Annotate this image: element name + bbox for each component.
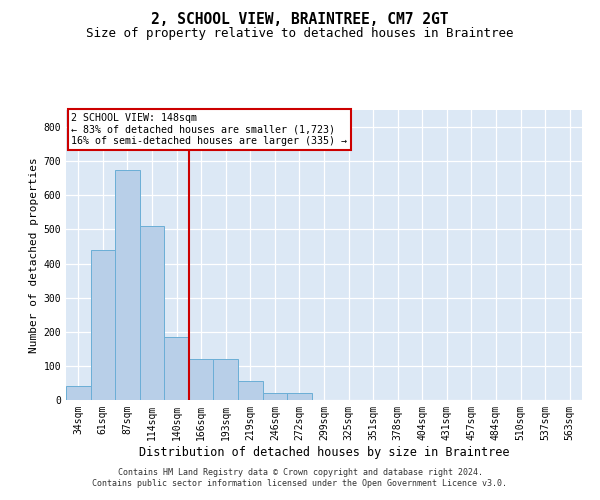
Bar [66,386,91,400]
Bar [263,393,287,400]
Text: 2 SCHOOL VIEW: 148sqm
← 83% of detached houses are smaller (1,723)
16% of semi-d: 2 SCHOOL VIEW: 148sqm ← 83% of detached … [71,113,347,146]
Bar [287,393,312,400]
Text: 2, SCHOOL VIEW, BRAINTREE, CM7 2GT: 2, SCHOOL VIEW, BRAINTREE, CM7 2GT [151,12,449,28]
X-axis label: Distribution of detached houses by size in Braintree: Distribution of detached houses by size … [139,446,509,458]
Text: Size of property relative to detached houses in Braintree: Size of property relative to detached ho… [86,28,514,40]
Bar [189,359,214,400]
Bar [238,381,263,400]
Y-axis label: Number of detached properties: Number of detached properties [29,157,40,353]
Bar [164,337,189,400]
Bar [214,359,238,400]
Bar [115,170,140,400]
Text: Contains HM Land Registry data © Crown copyright and database right 2024.
Contai: Contains HM Land Registry data © Crown c… [92,468,508,487]
Bar [91,250,115,400]
Bar [140,226,164,400]
